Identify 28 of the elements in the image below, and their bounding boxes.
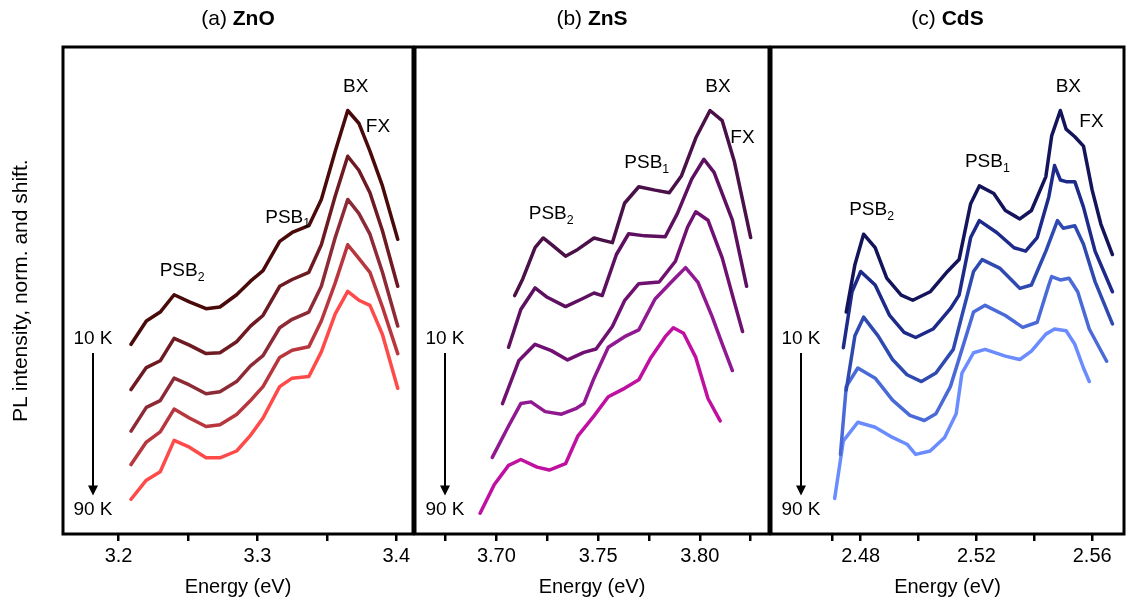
- annotation: 90 K: [73, 497, 113, 519]
- annotation: FX: [365, 115, 391, 137]
- chart-title: (a) ZnO: [201, 6, 275, 29]
- x-tick-label: 3.70: [476, 543, 516, 566]
- chart-title: (b) ZnS: [556, 6, 628, 29]
- x-tick-label: 2.48: [841, 543, 881, 566]
- x-axis-title: Energy (eV): [538, 574, 646, 597]
- annotation: 10 K: [781, 327, 821, 349]
- x-tick-label: 3.4: [382, 543, 411, 566]
- x-tick-label: 3.2: [104, 543, 133, 566]
- annotation: BX: [1055, 74, 1082, 96]
- annotation: FX: [730, 126, 755, 147]
- x-axis-title: Energy (eV): [894, 574, 1001, 597]
- x-axis-title: Energy (eV): [184, 574, 292, 597]
- x-tick-label: 3.3: [243, 543, 272, 566]
- annotation: BX: [705, 74, 731, 96]
- x-tick-label: 2.52: [956, 543, 996, 566]
- x-tick-label: 2.56: [1072, 543, 1112, 566]
- annotation: 90 K: [781, 497, 821, 519]
- chart-title: (c) CdS: [911, 6, 984, 29]
- x-tick-label: 3.80: [680, 543, 720, 566]
- annotation: 10 K: [73, 327, 113, 349]
- annotation: 10 K: [425, 327, 465, 349]
- x-tick-label: 3.75: [578, 543, 618, 566]
- y-axis-title: PL intensity, norm. and shift.: [8, 159, 32, 422]
- annotation: BX: [343, 74, 369, 96]
- annotation: FX: [1079, 110, 1104, 132]
- annotation: 90 K: [425, 497, 465, 519]
